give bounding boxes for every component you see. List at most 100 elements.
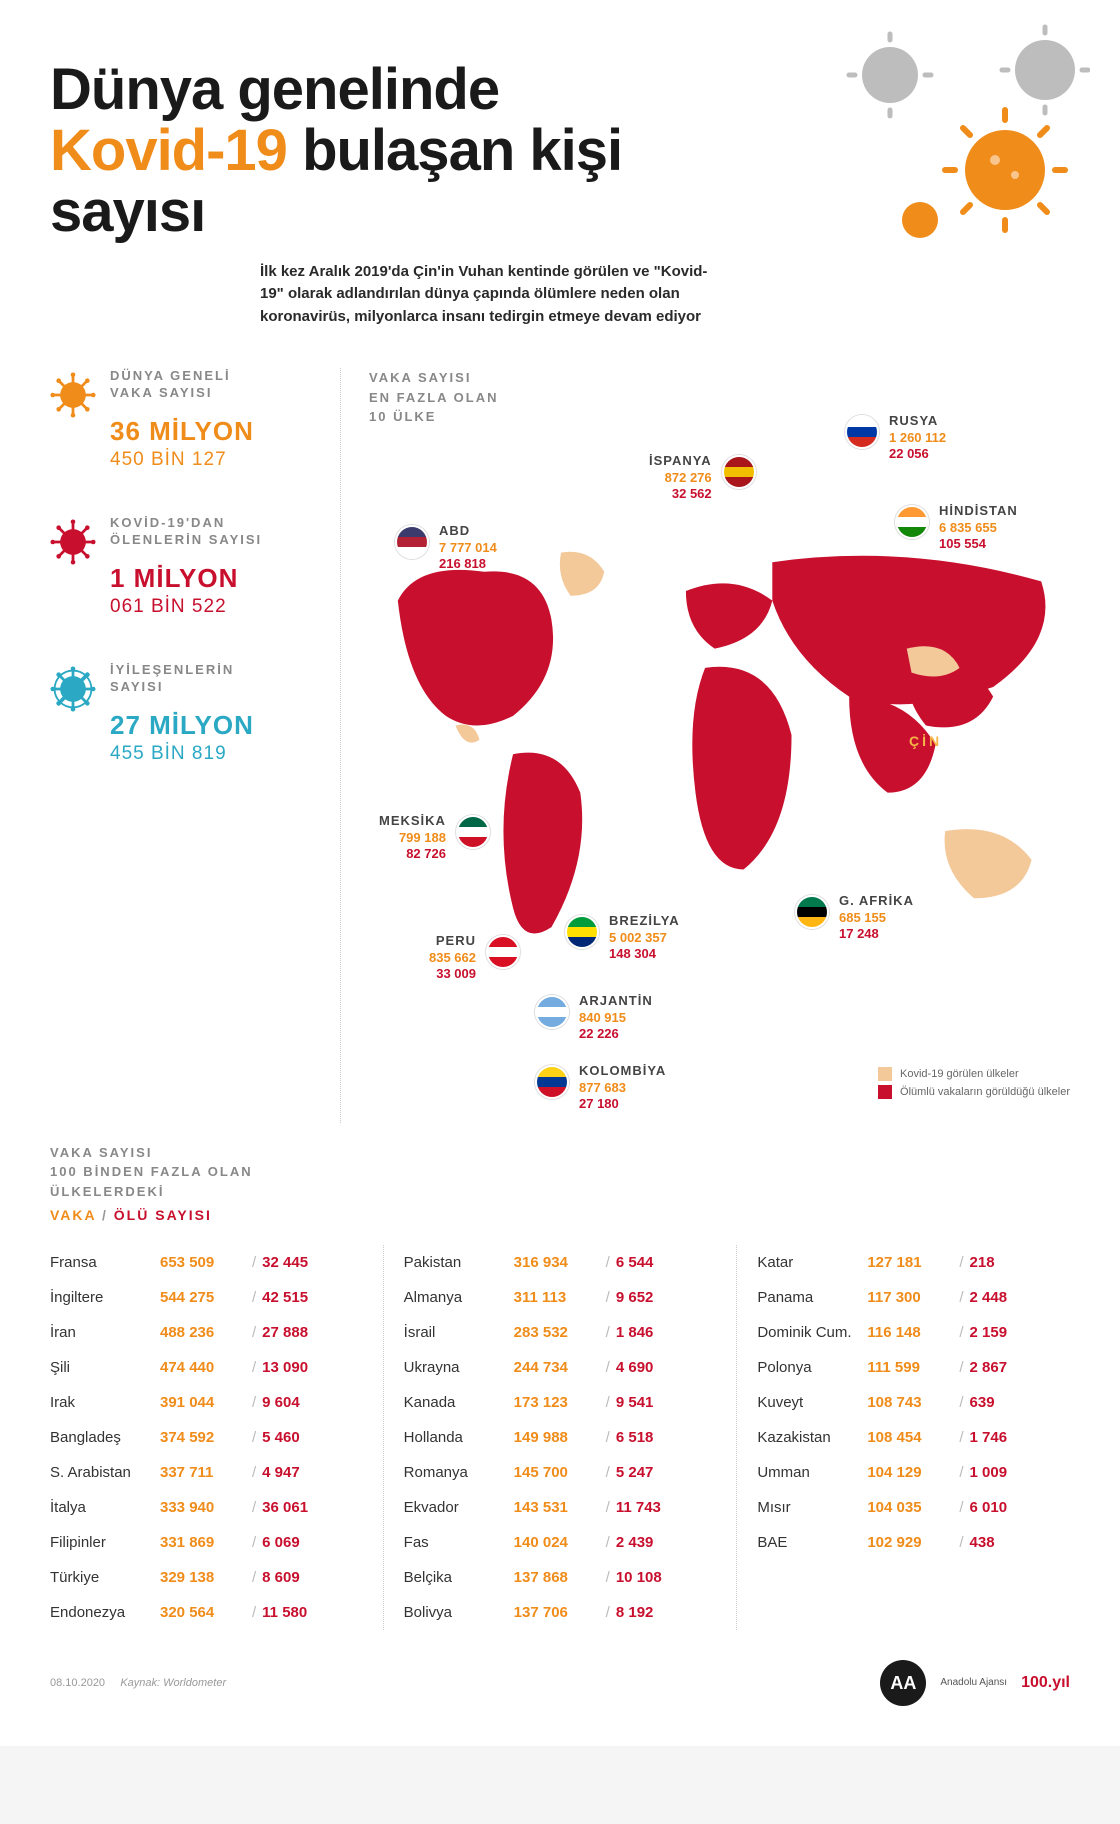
callout-deaths: 17 248	[839, 926, 914, 943]
cell-country: BAE	[757, 1534, 867, 1551]
callout-name: BREZİLYA	[609, 913, 680, 930]
stat-value-big: 27 MİLYON	[110, 710, 254, 741]
flag-icon	[395, 525, 429, 559]
cell-cases: 108 743	[867, 1394, 953, 1411]
cell-sep: /	[246, 1324, 262, 1341]
cell-deaths: 4 690	[616, 1359, 654, 1376]
cell-country: Kuveyt	[757, 1394, 867, 1411]
callout-deaths: 82 726	[379, 846, 446, 863]
cell-cases: 173 123	[514, 1394, 600, 1411]
cell-cases: 104 035	[867, 1499, 953, 1516]
country-table-section: VAKA SAYISI100 BİNDEN FAZLA OLANÜLKELERD…	[50, 1143, 1070, 1631]
table-row: Polonya 111 599 / 2 867	[757, 1350, 1070, 1385]
callout-name: ARJANTİN	[579, 993, 653, 1010]
callout-name: MEKSİKA	[379, 813, 446, 830]
cell-cases: 337 711	[160, 1464, 246, 1481]
cell-sep: /	[600, 1289, 616, 1306]
table-row: Irak 391 044 / 9 604	[50, 1385, 363, 1420]
callout-deaths: 33 009	[429, 966, 476, 983]
cell-country: Almanya	[404, 1289, 514, 1306]
decorative-viruses	[830, 20, 1090, 280]
cell-sep: /	[953, 1254, 969, 1271]
table-row: İtalya 333 940 / 36 061	[50, 1490, 363, 1525]
cell-country: Kanada	[404, 1394, 514, 1411]
callout-russia: RUSYA 1 260 112 22 056	[889, 413, 946, 464]
table-row: Umman 104 129 / 1 009	[757, 1455, 1070, 1490]
cell-country: Belçika	[404, 1569, 514, 1586]
table-row: Filipinler 331 869 / 6 069	[50, 1525, 363, 1560]
cell-cases: 488 236	[160, 1324, 246, 1341]
table-row: Ukrayna 244 734 / 4 690	[404, 1350, 717, 1385]
cell-deaths: 13 090	[262, 1359, 308, 1376]
table-row: S. Arabistan 337 711 / 4 947	[50, 1455, 363, 1490]
virus-icon	[50, 666, 96, 712]
cell-sep: /	[953, 1464, 969, 1481]
cell-sep: /	[600, 1604, 616, 1621]
callout-name: RUSYA	[889, 413, 946, 430]
table-row: Pakistan 316 934 / 6 544	[404, 1245, 717, 1280]
footer-date: 08.10.2020	[50, 1677, 105, 1689]
cell-deaths: 8 609	[262, 1569, 300, 1586]
table-row: Kanada 173 123 / 9 541	[404, 1385, 717, 1420]
cell-deaths: 1 009	[970, 1464, 1008, 1481]
title-line1: Dünya genelinde	[50, 57, 499, 122]
cell-sep: /	[246, 1289, 262, 1306]
cell-sep: /	[246, 1394, 262, 1411]
cell-country: Endonezya	[50, 1604, 160, 1621]
cell-country: İsrail	[404, 1324, 514, 1341]
stat-recovered: İYİLEŞENLERİNSAYISI 27 MİLYON 455 BİN 81…	[50, 662, 310, 765]
callout-cases: 835 662	[429, 950, 476, 967]
cell-deaths: 4 947	[262, 1464, 300, 1481]
cell-deaths: 5 460	[262, 1429, 300, 1446]
label-sep: /	[96, 1207, 114, 1223]
table-row: Kuveyt 108 743 / 639	[757, 1385, 1070, 1420]
cell-sep: /	[246, 1254, 262, 1271]
label-cases: VAKA	[50, 1207, 96, 1223]
callout-deaths: 148 304	[609, 946, 680, 963]
cell-deaths: 32 445	[262, 1254, 308, 1271]
table-row: Almanya 311 113 / 9 652	[404, 1280, 717, 1315]
cell-cases: 145 700	[514, 1464, 600, 1481]
cell-sep: /	[246, 1499, 262, 1516]
cell-sep: /	[600, 1324, 616, 1341]
cell-cases: 329 138	[160, 1569, 246, 1586]
cell-country: İngiltere	[50, 1289, 160, 1306]
cell-sep: /	[600, 1534, 616, 1551]
cell-cases: 374 592	[160, 1429, 246, 1446]
stat-cases: DÜNYA GENELİVAKA SAYISI 36 MİLYON 450 Bİ…	[50, 368, 310, 471]
stat-value-sub: 455 BİN 819	[110, 743, 254, 765]
table-subtitle: VAKA / ÖLÜ SAYISI	[50, 1207, 1070, 1223]
footer-source: Kaynak: Worldometer	[120, 1677, 226, 1689]
stat-label: DÜNYA GENELİVAKA SAYISI	[110, 368, 254, 402]
table-row: BAE 102 929 / 438	[757, 1525, 1070, 1560]
cell-sep: /	[600, 1464, 616, 1481]
legend-item: Kovid-19 görülen ülkeler	[878, 1067, 1070, 1081]
callout-cases: 685 155	[839, 910, 914, 927]
callout-name: HİNDİSTAN	[939, 503, 1018, 520]
callout-safrica: G. AFRİKA 685 155 17 248	[839, 893, 914, 944]
cell-deaths: 42 515	[262, 1289, 308, 1306]
cell-cases: 104 129	[867, 1464, 953, 1481]
cell-cases: 320 564	[160, 1604, 246, 1621]
stat-label: KOVİD-19'DANÖLENLERİN SAYISI	[110, 515, 262, 549]
table-column: Fransa 653 509 / 32 445 İngiltere 544 27…	[50, 1245, 363, 1630]
stats-column: DÜNYA GENELİVAKA SAYISI 36 MİLYON 450 Bİ…	[50, 368, 310, 1123]
cell-deaths: 36 061	[262, 1499, 308, 1516]
cell-cases: 244 734	[514, 1359, 600, 1376]
map-legend: Kovid-19 görülen ülkeler Ölümlü vakaların…	[878, 1067, 1070, 1103]
cell-deaths: 2 867	[970, 1359, 1008, 1376]
cell-deaths: 5 247	[616, 1464, 654, 1481]
callout-deaths: 216 818	[439, 556, 497, 573]
legend-item: Ölümlü vakaların görüldüğü ülkeler	[878, 1085, 1070, 1099]
cell-deaths: 218	[970, 1254, 995, 1271]
cell-sep: /	[246, 1534, 262, 1551]
title-accent: Kovid-19	[50, 118, 287, 183]
table-row: İngiltere 544 275 / 42 515	[50, 1280, 363, 1315]
stat-value-sub: 061 BİN 522	[110, 596, 262, 618]
table-row: Mısır 104 035 / 6 010	[757, 1490, 1070, 1525]
cell-country: S. Arabistan	[50, 1464, 160, 1481]
cell-deaths: 1 846	[616, 1324, 654, 1341]
table-row: Belçika 137 868 / 10 108	[404, 1560, 717, 1595]
cell-cases: 311 113	[514, 1289, 600, 1306]
flag-icon	[535, 1065, 569, 1099]
